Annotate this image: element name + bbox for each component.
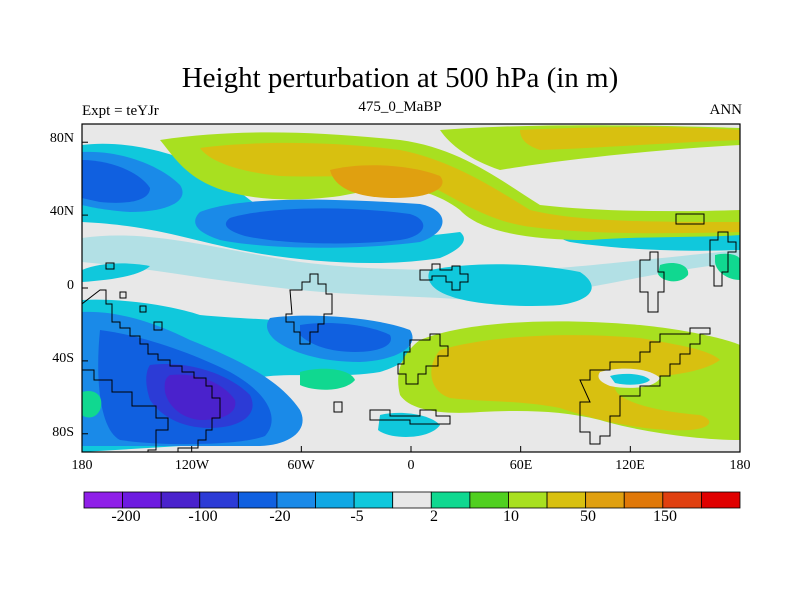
colorbar-swatch — [701, 491, 741, 509]
colorbar — [83, 491, 741, 509]
colorbar-label: 150 — [653, 508, 677, 525]
x-tick-label: 120E — [615, 458, 645, 473]
colorbar-swatch — [469, 491, 509, 509]
x-tick-label: 60W — [287, 458, 315, 473]
colorbar-label: -5 — [350, 508, 364, 525]
colorbar-swatch — [237, 491, 278, 509]
x-tick-label: 0 — [407, 458, 415, 473]
colorbar-label: -100 — [188, 508, 218, 525]
colorbar-swatch — [315, 491, 355, 509]
experiment-label: Expt = teYJr — [82, 103, 159, 119]
coastlines — [82, 213, 737, 452]
colorbar-swatch — [392, 491, 432, 509]
colorbar-swatch — [662, 491, 702, 509]
sh-blue-atlantic — [300, 323, 391, 352]
colorbar-swatch — [623, 491, 664, 509]
nh-yellow-ridge — [200, 142, 740, 234]
colorbar-swatch — [585, 491, 625, 509]
colorbar-swatch — [160, 491, 201, 509]
nh-blue-atlantic — [225, 208, 424, 244]
colorbar-swatch — [122, 491, 162, 509]
x-tick-label: 180 — [729, 458, 751, 473]
nh-orange-high — [330, 165, 443, 198]
sh-yellow-ridge — [431, 335, 720, 431]
x-tick-label: 180 — [71, 458, 93, 473]
y-tick-label: 40S — [52, 351, 74, 366]
colorbar-swatch — [508, 491, 548, 509]
colorbar-label: -20 — [269, 508, 291, 525]
period-label: 475_0_MaBP — [358, 99, 442, 115]
y-tick-label: 80S — [52, 425, 74, 440]
colorbar-label: 50 — [580, 508, 596, 525]
colorbar-swatch — [83, 491, 123, 509]
y-tick-label: 40N — [49, 204, 74, 219]
y-tick-label: 0 — [67, 278, 74, 293]
colorbar-swatch — [199, 491, 239, 509]
colorbar-label: 2 — [430, 508, 438, 525]
colorbar-swatch — [546, 491, 587, 509]
x-tick-label: 60E — [509, 458, 533, 473]
nh-blue-pacific — [82, 160, 150, 203]
axis-ticks — [81, 141, 741, 452]
colorbar-swatch — [353, 491, 394, 509]
sh-green-small — [300, 368, 355, 390]
colorbar-swatch — [430, 491, 471, 509]
y-tick-label: 80N — [49, 131, 74, 146]
season-label: ANN — [709, 102, 743, 118]
nh-cyan-band — [82, 143, 464, 264]
sh-deep-low — [164, 374, 236, 420]
colorbar-label: -200 — [111, 508, 141, 525]
x-tick-label: 120W — [174, 458, 210, 473]
colorbar-swatch — [276, 491, 316, 509]
chart-title: Height perturbation at 500 hPa (in m) — [181, 62, 619, 94]
colorbar-label: 10 — [503, 508, 519, 525]
trop-cyan-east — [428, 264, 592, 306]
